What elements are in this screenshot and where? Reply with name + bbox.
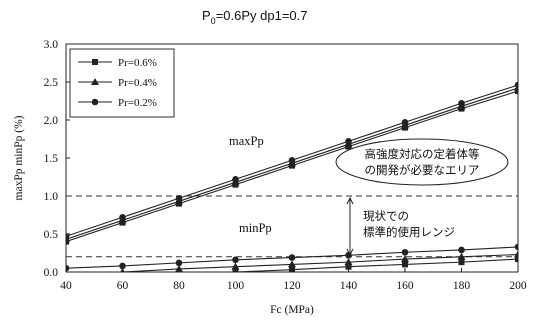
y-tick-label: 2.0 xyxy=(44,115,59,127)
y-tick-label: 0.5 xyxy=(44,229,59,241)
data-point-circle xyxy=(401,118,409,126)
x-tick-label: 80 xyxy=(173,280,185,292)
data-point-square xyxy=(92,59,98,65)
data-point-circle xyxy=(119,262,126,270)
y-tick-label: 0.0 xyxy=(44,267,59,279)
data-point-square xyxy=(458,259,465,266)
chart-title: P0=0.6Py dp1=0.7 xyxy=(202,8,308,26)
x-axis-label: Fc (MPa) xyxy=(270,304,314,316)
x-tick-label: 100 xyxy=(227,280,245,292)
y-tick-label: 1.5 xyxy=(44,153,59,165)
plot-area: 0.0 0.5 1.0 1.5 2.0 2.5 3.0 40 60 80 100 120 140 160 1… xyxy=(44,39,527,292)
data-point-triangle xyxy=(401,255,409,263)
x-tick-label: 180 xyxy=(453,280,471,292)
upper-area-label: の開発が必要なエリア xyxy=(365,163,480,177)
data-point-circle xyxy=(514,243,518,251)
range-arrow-head-up xyxy=(346,196,354,205)
data-point-triangle xyxy=(91,78,99,85)
data-point-circle xyxy=(66,264,70,272)
data-point-circle xyxy=(232,175,239,183)
data-point-triangle xyxy=(120,268,125,272)
annotation-maxpp: maxPp xyxy=(229,134,264,148)
data-point-circle xyxy=(288,254,296,261)
y-tick-label: 2.5 xyxy=(44,77,59,89)
y-tick-label: 3.0 xyxy=(44,39,59,51)
legend-label: Pr=0.6% xyxy=(118,57,157,69)
data-point-square xyxy=(289,266,295,272)
current-range-bg xyxy=(357,207,496,241)
data-point-triangle xyxy=(175,264,183,272)
data-point-circle xyxy=(458,246,465,254)
data-point-triangle xyxy=(514,250,518,258)
data-point-circle xyxy=(66,232,70,240)
data-point-square xyxy=(515,256,518,263)
y-tick-label: 1.0 xyxy=(44,191,59,203)
x-tick-label: 120 xyxy=(283,280,301,292)
x-tick-label: 140 xyxy=(340,280,358,292)
y-axis-label: maxPp minPp (%) xyxy=(13,115,25,200)
upper-area-label: 高強度対応の定着体等 xyxy=(365,147,480,161)
data-point-circle xyxy=(175,259,183,267)
data-point-circle xyxy=(514,81,518,89)
data-point-square xyxy=(515,88,518,95)
data-point-triangle xyxy=(231,262,240,270)
data-point-circle xyxy=(401,248,409,256)
legend-label: Pr=0.4% xyxy=(118,77,157,89)
data-point-circle xyxy=(119,213,126,221)
x-tick-label: 200 xyxy=(509,280,527,292)
legend-box xyxy=(69,48,175,118)
current-range-label: 標準的使用レンジ xyxy=(363,225,455,239)
x-tick-label: 60 xyxy=(117,280,129,292)
data-point-square xyxy=(402,261,408,268)
upper-area-ellipse xyxy=(335,138,509,186)
current-range-label: 現状での xyxy=(363,209,409,223)
data-point-square xyxy=(345,263,352,270)
data-point-circle xyxy=(288,156,296,164)
data-point-triangle xyxy=(288,260,296,268)
data-point-triangle xyxy=(457,252,466,260)
x-tick-label: 160 xyxy=(396,280,414,292)
x-tick-label: 40 xyxy=(60,280,72,292)
data-point-circle xyxy=(175,194,183,202)
data-point-triangle xyxy=(344,258,353,266)
data-point-circle xyxy=(345,137,352,145)
legend-label: Pr=0.2% xyxy=(118,97,157,109)
data-point-circle xyxy=(91,98,99,106)
data-point-circle xyxy=(232,256,239,264)
legend: Pr=0.6% Pr=0.4% Pr=0.2% xyxy=(69,48,175,118)
range-arrow-head-down xyxy=(346,248,354,256)
data-point-circle xyxy=(458,99,465,107)
annotation-minpp: minPp xyxy=(239,221,272,235)
data-point-square xyxy=(232,269,239,272)
